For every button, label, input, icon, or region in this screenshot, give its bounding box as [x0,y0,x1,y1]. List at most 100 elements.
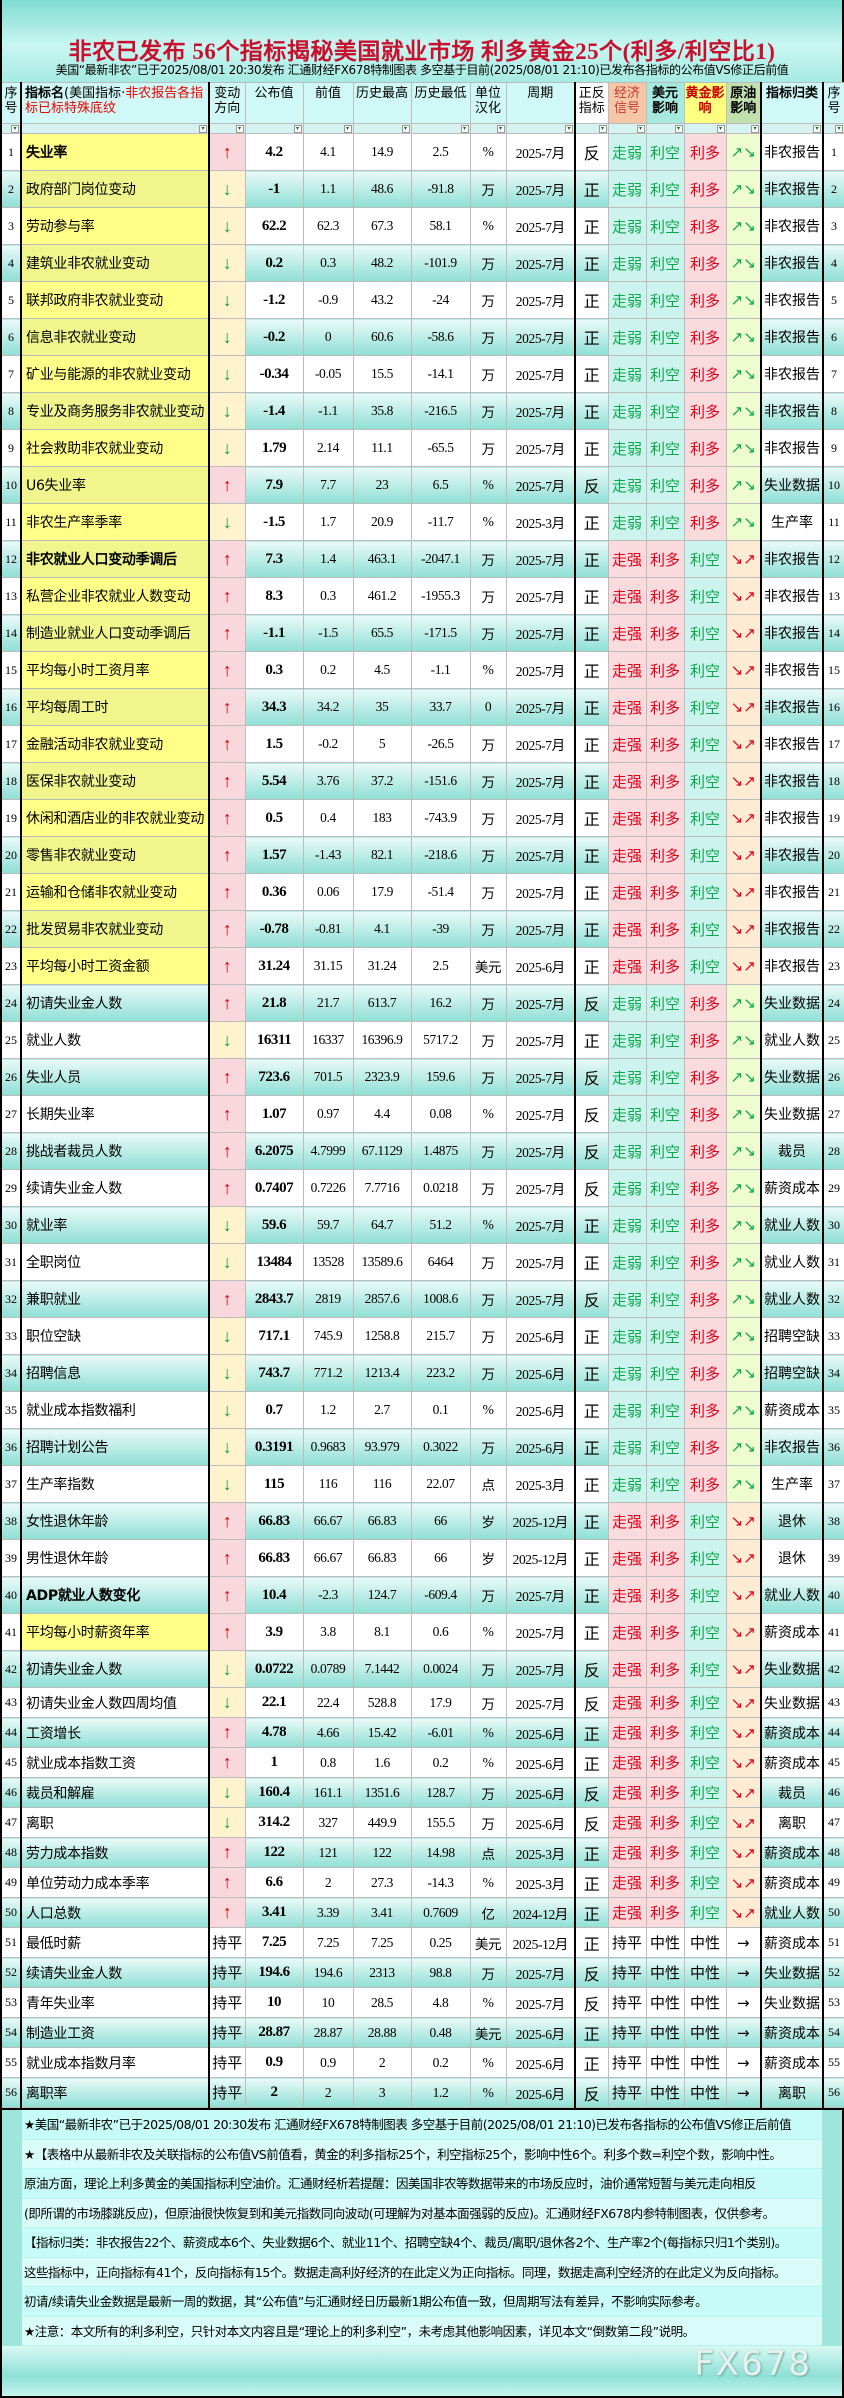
table-row[interactable]: 50 人口总数 ↑ 3.41 3.39 3.41 0.7609 亿 2024-12月正走强 利多利… [0,1897,844,1928]
table-row[interactable]: 31 全职岗位 ↓ 13484 13528 13589.6 6464 万 2025-7月正走弱利… [0,1243,844,1281]
table-row[interactable]: 35 就业成本指数福利 ↓ 0.7 1.2 2.7 0.1% 2025-6月正走弱 利空 利多 ↗↘… [0,1391,844,1429]
table-row[interactable]: 16 平均每周工时 ↑ 34.3 34.2 35 33.7 0 2025-7月正走强 利多 利空 ↘↗… [0,688,844,726]
filter-dropdown-icon[interactable]: ▾ [835,125,843,133]
col-sign[interactable]: 正反指标 [574,82,609,124]
table-row[interactable]: 39 男性退休年龄 ↑ 66.83 66.67 66.83 66 岁 2025-12月正走强 利多… [0,1539,844,1577]
table-row[interactable]: 25 就业人数 ↓ 16311 16337 16396.9 5717.2 万 2025-7月正走… [0,1021,844,1059]
oil-down-up-icon: ↘↗ [725,1539,762,1577]
filter-dropdown-icon[interactable]: ▾ [235,125,244,133]
col-direction[interactable]: 变动方向 [208,82,246,124]
table-row[interactable]: 40 ADP就业人数变化 ↑ 10.4 -2.3 124.7 -609.4 万 2025-7月正… [0,1576,844,1614]
col-prev[interactable]: 前值 [302,82,354,124]
table-row[interactable]: 29 续请失业金人数 ↑ 0.7407 0.7226 7.7716 0.0218 万 2025-… [0,1169,844,1207]
table-row[interactable]: 37 生产率指数 ↓ 115 116 116 22.07 点 2025-3月正走弱 利空 利多 ↗↘ 生… [0,1465,844,1503]
table-row[interactable]: 46 裁员和解雇 ↓ 160.4 161.1 1351.6 128.7 万 2025-6月反走强… [0,1777,844,1808]
col-low[interactable]: 历史最低 [410,82,471,124]
table-row[interactable]: 15 平均每小时工资月率 ↑ 0.3 0.2 4.5 -1.1% 2025-7月正走强 利多 利空… [0,651,844,689]
table-row[interactable]: 9 社会救助非农就业变动 ↓ 1.79 2.14 11.1 -65.5 万 2025-7月正走弱… [0,429,844,467]
table-row[interactable]: 38 女性退休年龄 ↑ 66.83 66.67 66.83 66 岁 2025-12月正走强 利多… [0,1502,844,1540]
table-row[interactable]: 28 挑战者裁员人数 ↑ 6.2075 4.7999 67.1129 1.4875 万 2025… [0,1132,844,1170]
oil-down-up-icon: ↘↗ [725,836,762,874]
col-oil[interactable]: 原油影响 [725,82,762,124]
table-row[interactable]: 33 职位空缺 ↓ 717.1 745.9 1258.8 215.7 万 2025-6月正走弱利… [0,1317,844,1355]
table-row[interactable]: 52 续请失业金人数 持平 194.6 194.6 2313 98.8 万 2025-7月反持平… [0,1957,844,1988]
filter-dropdown-icon[interactable]: ▾ [343,125,352,133]
gold-impact: 中性 [683,2047,727,2078]
table-row[interactable]: 42 初请失业金人数 ↓ 0.0722 0.0789 7.1442 0.0024 万 2025-… [0,1650,844,1688]
table-row[interactable]: 13 私营企业非农就业人数变动 ↑ 8.3 0.3 461.2 -1955.3 万 2025-7… [0,577,844,615]
table-row[interactable]: 4 建筑业非农就业变动 ↓ 0.2 0.3 48.2 -101.9 万 2025-7月正走弱 利空… [0,244,844,282]
filter-dropdown-icon[interactable]: ▾ [598,125,607,133]
table-row[interactable]: 19 休闲和酒店业的非农就业变动 ↑ 0.5 0.4 183 -743.9 万 2025-7月正… [0,799,844,837]
table-row[interactable]: 23 平均每小时工资金额 ↑ 31.24 31.15 31.24 2.5 美元 2025-6月正… [0,947,844,985]
col-seq2[interactable]: 序号 [822,82,844,124]
table-row[interactable]: 10 U6失业率 ↑ 7.9 7.7 23 6.5% 2025-7月反走弱 利空 利多 ↗↘ 失业数据… [0,466,844,504]
table-row[interactable]: 44 工资增长 ↑ 4.78 4.66 15.42 -6.01% 2025-6月正走强 利多 利空… [0,1717,844,1748]
row-seq: 29 [0,1169,22,1207]
col-name[interactable]: 指标名(美国指标·非农报告各指标已标特殊底纹 [20,82,210,124]
table-row[interactable]: 5 联邦政府非农就业变动 ↓ -1.2 -0.9 43.2 -24 万 2025-7月正走弱 利空… [0,281,844,319]
unit: % [469,1391,507,1429]
table-row[interactable]: 11 非农生产率季率 ↓ -1.5 1.7 20.9 -11.7% 2025-3月正走弱 利空利… [0,503,844,541]
table-row[interactable]: 45 就业成本指数工资 ↑ 1 0.8 1.6 0.2% 2025-6月正走强 利多 利空 ↘↗ 薪资… [0,1747,844,1778]
table-row[interactable]: 49 单位劳动力成本季率 ↑ 6.6 2 27.3 -14.3% 2025-3月正走强 利多 利空… [0,1867,844,1898]
table-row[interactable]: 55 就业成本指数月率 持平 0.9 0.9 2 0.2% 2025-6月正持平 中性 中性 → 薪资… [0,2047,844,2078]
table-row[interactable]: 54 制造业工资 持平 28.87 28.87 28.88 0.48 美元 2025-6月正持平… [0,2017,844,2048]
row-seq-right: 52 [822,1957,844,1988]
table-row[interactable]: 30 就业率 ↓ 59.6 59.7 64.7 51.2% 2025-7月正走弱 利空 利多 ↗↘ 就… [0,1206,844,1244]
table-row[interactable]: 27 长期失业率 ↑ 1.07 0.97 4.4 0.08% 2025-7月反走弱 利空 利多 ↗↘… [0,1095,844,1133]
filter-dropdown-icon[interactable]: ▾ [199,125,207,133]
table-row[interactable]: 2 政府部门岗位变动 ↓ -1 1.1 48.6 -91.8 万 2025-7月正走弱 利空 利多 ↗… [0,170,844,208]
col-value[interactable]: 公布值 [244,82,304,124]
filter-dropdown-icon[interactable]: ▾ [716,125,725,133]
table-row[interactable]: 48 劳力成本指数 ↑ 122 121 122 14.98 点 2025-3月正走强 利多 利空 ↘↗… [0,1837,844,1868]
table-row[interactable]: 18 医保非农就业变动 ↑ 5.54 3.76 37.2 -151.6 万 2025-7月正走强… [0,762,844,800]
table-row[interactable]: 53 青年失业率 持平 10 10 28.5 4.8% 2025-7月反持平 中性 中性 → 失业数据… [0,1987,844,2018]
row-seq-right: 36 [822,1428,844,1466]
table-row[interactable]: 34 招聘信息 ↓ 743.7 771.2 1213.4 223.2 万 2025-6月正走弱利… [0,1354,844,1392]
filter-dropdown-icon[interactable]: ▾ [11,125,19,133]
filter-dropdown-icon[interactable]: ▾ [751,125,759,133]
table-row[interactable]: 3 劳动参与率 ↓ 62.2 62.3 67.3 58.1% 2025-7月正走弱 利空 利多 ↗↘… [0,207,844,245]
table-row[interactable]: 14 制造业就业人口变动季调后 ↑ -1.1 -1.5 65.5 -171.5 万 2025-7… [0,614,844,652]
table-row[interactable]: 21 运输和仓储非农就业变动 ↑ 0.36 0.06 17.9 -51.4 万 2025-7月正… [0,873,844,911]
filter-dropdown-icon[interactable]: ▾ [401,125,410,133]
table-row[interactable]: 51 最低时薪 持平 7.25 7.25 7.25 0.25 美元 2025-12月正持平 中性中… [0,1927,844,1958]
table-row[interactable]: 43 初请失业金人数四周均值 ↓ 22.1 22.4 528.8 17.9 万 2025-7月反… [0,1687,844,1718]
table-row[interactable]: 24 初请失业金人数 ↑ 21.8 21.7 613.7 16.2 万 2025-7月反走弱 利空… [0,984,844,1022]
previous-value: 0 [302,318,354,356]
filter-dropdown-icon[interactable]: ▾ [813,125,821,133]
table-row[interactable]: 41 平均每小时薪资年率 ↑ 3.9 3.8 8.1 0.6% 2025-7月正走强 利多 利空 ↘… [0,1613,844,1651]
filter-dropdown-icon[interactable]: ▾ [565,125,573,133]
col-gold[interactable]: 黄金影响 [683,82,727,124]
table-row[interactable]: 26 失业人员 ↑ 723.6 701.5 2323.9 159.6 万 2025-7月反走弱利… [0,1058,844,1096]
economic-signal: 走弱 [607,1021,647,1059]
indicator-sign: 正 [574,392,609,430]
filter-dropdown-icon[interactable]: ▾ [293,125,302,133]
table-row[interactable]: 17 金融活动非农就业变动 ↑ 1.5 -0.2 5 -26.5 万 2025-7月正走强 利多利… [0,725,844,763]
col-seq[interactable]: 序号 [0,82,22,124]
col-high[interactable]: 历史最高 [352,82,412,124]
table-row[interactable]: 1 失业率 ↑ 4.2 4.1 14.9 2.5% 2025-7月反走弱 利空 利多 ↗↘ 非农报告 1 [0,133,844,171]
table-row[interactable]: 7 矿业与能源的非农就业变动 ↓ -0.34 -0.05 15.5 -14.1 万 2025-7… [0,355,844,393]
table-row[interactable]: 20 零售非农就业变动 ↑ 1.57 -1.43 82.1 -218.6 万 2025-7月正走… [0,836,844,874]
col-unit[interactable]: 单位汉化 [469,82,507,124]
row-seq: 26 [0,1058,22,1096]
col-period[interactable]: 周期 [505,82,576,124]
filter-dropdown-icon[interactable]: ▾ [496,125,505,133]
table-row[interactable]: 12 非农就业人口变动季调后 ↑ 7.3 1.4 463.1 -2047.1 万 2025-7月… [0,540,844,578]
table-row[interactable]: 8 专业及商务服务非农就业变动 ↓ -1.4 -1.1 35.8 -216.5 万 2025-7… [0,392,844,430]
table-row[interactable]: 47 离职 ↓ 314.2 327 449.9 155.5 万 2025-6月反走强 利多 利空 ↘↗… [0,1807,844,1838]
filter-dropdown-icon[interactable]: ▾ [636,125,645,133]
col-category[interactable]: 指标归类 [760,82,824,124]
table-row[interactable]: 36 招聘计划公告 ↓ 0.3191 0.9683 93.979 0.3022 万 2025-6… [0,1428,844,1466]
col-econ[interactable]: 经济信号 [607,82,647,124]
col-usd[interactable]: 美元影响 [645,82,685,124]
table-row[interactable]: 32 兼职就业 ↑ 2843.7 2819 2857.6 1008.6 万 2025-7月反走弱… [0,1280,844,1318]
table-row[interactable]: 56 离职率 持平 2 2 3 1.2% 2025-6月反持平 中性 中性 → 离职 56 [0,2077,844,2108]
published-value: 16311 [244,1021,304,1059]
table-row[interactable]: 22 批发贸易非农就业变动 ↑ -0.78 -0.81 4.1 -39 万 2025-7月正走强… [0,910,844,948]
filter-dropdown-icon[interactable]: ▾ [460,125,469,133]
table-row[interactable]: 6 信息非农就业变动 ↓ -0.2 0 60.6 -58.6 万 2025-7月正走弱 利空 利多 ↗… [0,318,844,356]
filter-dropdown-icon[interactable]: ▾ [674,125,683,133]
